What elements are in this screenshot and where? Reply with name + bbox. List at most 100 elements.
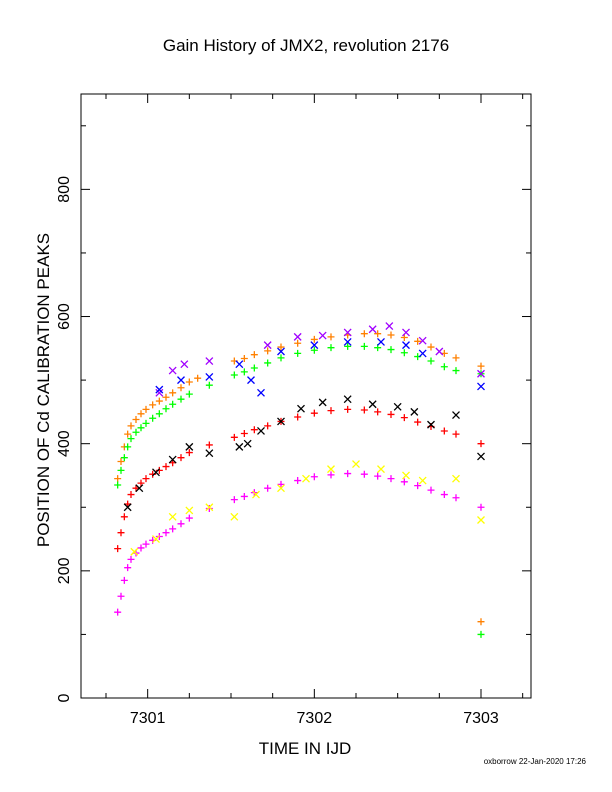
data-point-cross	[343, 328, 352, 337]
data-point-cross	[377, 337, 385, 346]
data-point-cross	[168, 512, 177, 521]
chart-title: Gain History of JMX2, revolution 2176	[163, 36, 449, 55]
data-point-plus	[250, 351, 258, 359]
y-tick-label: 400	[56, 430, 73, 457]
data-point-plus	[360, 470, 368, 478]
data-point-plus	[387, 331, 395, 339]
data-point-plus	[400, 478, 408, 486]
data-point-plus	[344, 405, 352, 413]
data-point-cross	[452, 411, 460, 420]
data-point-cross	[205, 449, 214, 458]
data-point-plus	[114, 545, 122, 553]
data-point-cross	[180, 360, 189, 369]
data-point-plus	[310, 346, 318, 354]
data-point-plus	[205, 441, 213, 449]
data-point-plus	[327, 471, 335, 479]
data-point-plus	[477, 618, 485, 626]
data-point-plus	[277, 343, 285, 351]
data-point-cross	[230, 512, 239, 521]
data-point-cross	[343, 337, 352, 346]
x-tick-label: 7301	[130, 710, 166, 727]
data-point-cross	[343, 395, 352, 404]
data-point-cross	[427, 420, 435, 429]
data-point-plus	[162, 393, 170, 401]
data-point-plus	[414, 418, 422, 426]
data-point-plus	[137, 479, 145, 487]
x-axis-label: TIME IN IJD	[259, 739, 352, 758]
data-point-plus	[264, 359, 272, 367]
data-point-plus	[142, 405, 150, 413]
data-point-plus	[114, 475, 122, 483]
data-point-cross	[205, 503, 214, 512]
data-point-plus	[177, 454, 185, 462]
x-tick-label: 7302	[297, 710, 333, 727]
data-point-cross	[277, 484, 285, 493]
data-point-cross	[418, 476, 427, 485]
data-point-plus	[185, 514, 193, 522]
data-point-plus	[120, 513, 128, 521]
data-point-plus	[294, 477, 302, 485]
data-point-plus	[185, 390, 193, 398]
data-point-plus	[310, 473, 318, 481]
data-point-plus	[117, 466, 125, 474]
data-point-cross	[130, 547, 139, 556]
data-point-cross	[257, 388, 265, 397]
data-point-cross	[243, 439, 252, 448]
data-point-plus	[374, 408, 382, 416]
data-point-plus	[427, 343, 435, 351]
data-point-plus	[477, 440, 485, 448]
data-point-cross	[297, 404, 305, 413]
data-point-plus	[132, 416, 140, 424]
data-point-cross	[205, 372, 214, 381]
data-point-plus	[120, 454, 128, 462]
data-point-plus	[117, 529, 125, 537]
data-point-cross	[293, 332, 302, 341]
data-point-cross	[152, 535, 160, 544]
data-point-plus	[374, 330, 382, 338]
data-point-cross	[302, 474, 310, 483]
data-point-cross	[155, 385, 164, 394]
data-point-plus	[155, 410, 163, 418]
data-point-plus	[414, 482, 422, 490]
data-point-cross	[277, 347, 285, 356]
data-point-cross	[185, 442, 194, 451]
data-point-plus	[360, 342, 368, 350]
data-point-plus	[327, 333, 335, 341]
data-point-cross	[402, 341, 410, 350]
data-point-plus	[240, 492, 248, 500]
data-point-cross	[263, 341, 272, 350]
data-point-plus	[264, 347, 272, 355]
data-point-plus	[400, 414, 408, 422]
data-point-plus	[344, 342, 352, 350]
data-point-plus	[452, 354, 460, 362]
data-point-cross	[277, 417, 285, 426]
plot-frame	[80, 93, 532, 699]
data-point-plus	[452, 367, 460, 375]
data-point-plus	[230, 371, 238, 379]
data-point-cross	[135, 484, 144, 493]
data-point-plus	[177, 384, 185, 392]
y-tick-label: 0	[56, 693, 73, 702]
data-point-cross	[318, 331, 327, 340]
data-point-plus	[264, 484, 272, 492]
data-point-plus	[230, 433, 238, 441]
data-point-plus	[169, 389, 177, 397]
data-point-plus	[310, 335, 318, 343]
y-tick-label: 600	[56, 303, 73, 330]
data-point-plus	[137, 544, 145, 552]
data-point-plus	[127, 435, 135, 443]
data-point-plus	[477, 503, 485, 511]
data-point-plus	[400, 349, 408, 357]
data-point-cross	[402, 328, 410, 337]
data-point-plus	[327, 344, 335, 352]
data-point-cross	[410, 407, 419, 416]
data-point-plus	[114, 608, 122, 616]
data-point-plus	[185, 449, 193, 457]
data-point-plus	[149, 414, 157, 422]
data-point-plus	[169, 525, 177, 533]
y-axis-label: POSITION OF Cd CALIBRATION PEAKS	[34, 233, 53, 547]
data-point-plus	[277, 480, 285, 488]
data-point-cross	[168, 455, 177, 464]
data-point-cross	[185, 506, 194, 515]
